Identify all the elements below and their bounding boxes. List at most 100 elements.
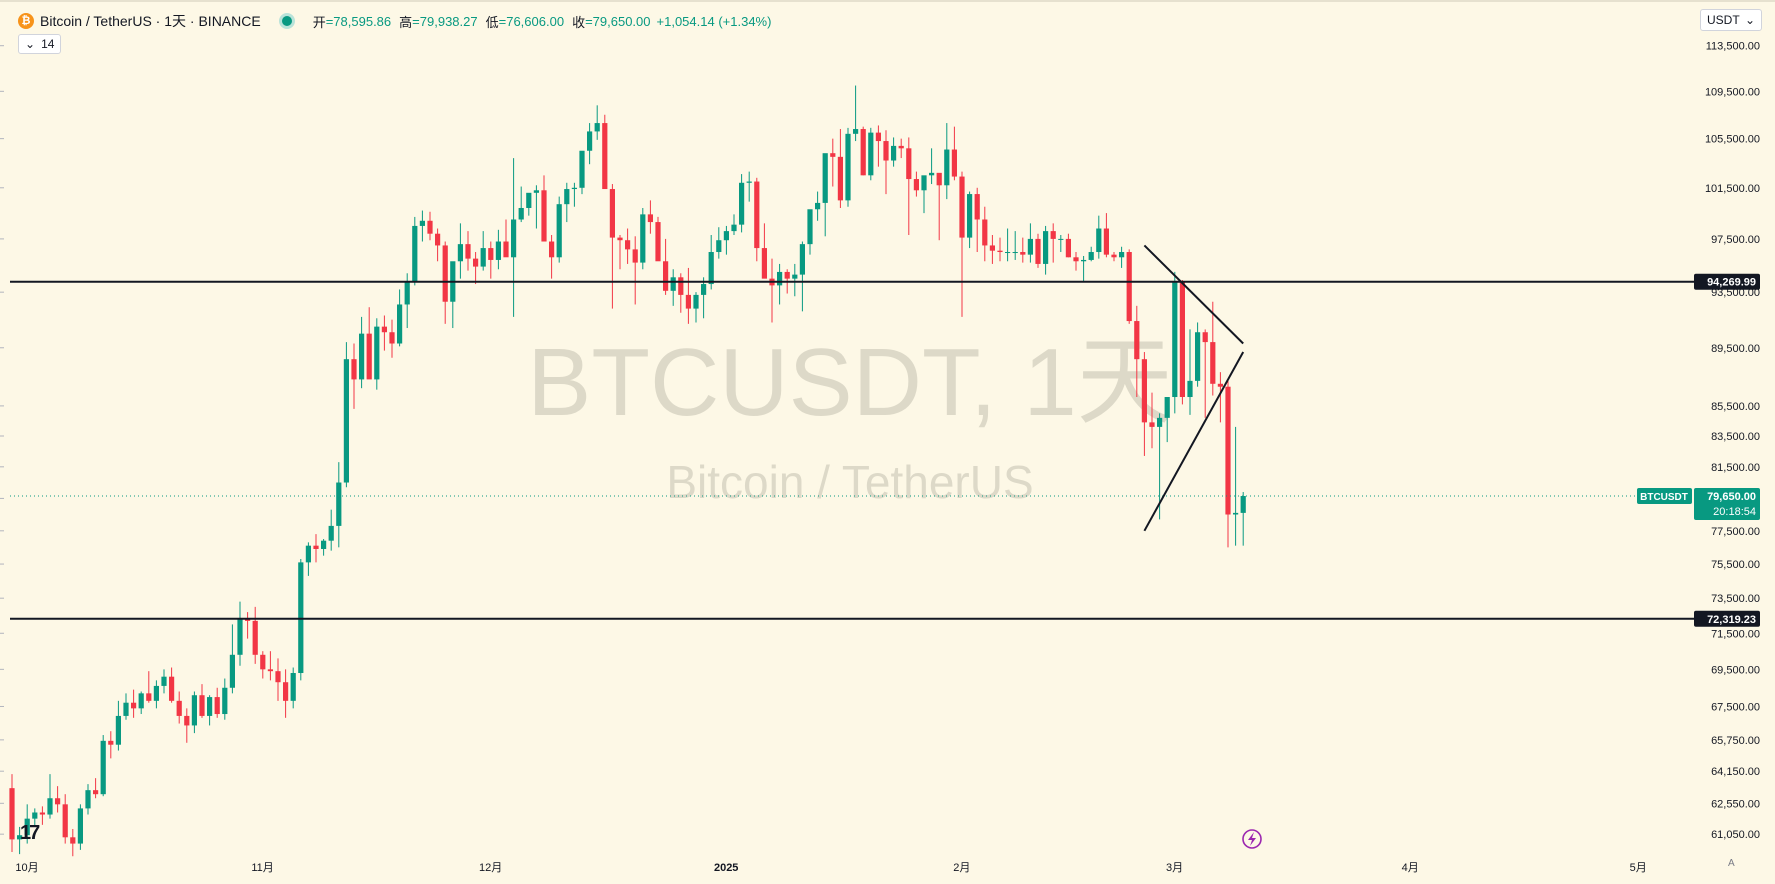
current-price-label: 79,650.00 <box>1707 491 1756 503</box>
candle <box>959 171 965 317</box>
current-price-tag-bg <box>1694 488 1760 521</box>
candle-body <box>343 359 349 483</box>
currency-select[interactable]: USDT ⌄ <box>1700 9 1762 31</box>
candle <box>921 175 927 214</box>
candle <box>815 191 821 221</box>
candle-body <box>39 812 45 815</box>
candle-body <box>526 192 532 208</box>
y-tick-label: 101,500.00 <box>1705 183 1760 195</box>
y-tick-label: 85,500.00 <box>1711 401 1760 413</box>
candle <box>1164 397 1170 443</box>
candle <box>647 200 653 234</box>
trend-line[interactable] <box>1143 351 1245 532</box>
candle-body <box>678 277 684 295</box>
indicators-toggle-button[interactable]: ⌄ 14 <box>18 34 62 54</box>
candle <box>967 191 973 249</box>
candle-body <box>723 231 729 241</box>
candle-body <box>1134 321 1140 360</box>
candle <box>457 223 463 279</box>
candle <box>1081 255 1087 282</box>
candle-body <box>313 545 319 549</box>
y-tick-label: 81,500.00 <box>1711 462 1760 474</box>
candle-body <box>1240 496 1246 513</box>
candle-body <box>587 131 593 151</box>
candle-body <box>579 150 585 188</box>
trend-line[interactable] <box>1143 244 1244 345</box>
candle <box>541 175 547 242</box>
candle-body <box>906 148 912 180</box>
candle <box>1096 215 1102 259</box>
candle-body <box>822 153 828 203</box>
candle-body <box>564 189 570 205</box>
candle-body <box>381 326 387 333</box>
drawings[interactable] <box>10 244 1694 620</box>
candle <box>184 708 190 743</box>
candle <box>1103 213 1109 258</box>
x-tick-label: 5月 <box>1630 862 1647 874</box>
candle-body <box>1073 257 1079 262</box>
candle <box>526 192 532 216</box>
candle-body <box>1111 254 1117 258</box>
candle-body <box>701 284 707 295</box>
candle-body <box>77 808 83 844</box>
candle <box>670 269 676 306</box>
candle <box>1043 225 1049 275</box>
candle <box>480 231 486 271</box>
candle <box>495 229 501 270</box>
candle <box>609 184 615 309</box>
countdown-label: 20:18:54 <box>1713 506 1756 518</box>
y-tick-label: 97,500.00 <box>1711 234 1760 246</box>
candle <box>693 292 699 323</box>
symbol-legend[interactable]: ₿ Bitcoin / TetherUS · 1天 · BINANCE 开 =78… <box>18 10 771 32</box>
candle-body <box>328 525 334 541</box>
symbol-title[interactable]: Bitcoin / TetherUS · 1天 · BINANCE <box>40 13 261 29</box>
candle-body <box>435 233 441 246</box>
candle-body <box>1233 512 1239 515</box>
candle-body <box>366 333 372 380</box>
candle-body <box>663 261 669 291</box>
candle <box>85 784 91 815</box>
candle <box>533 185 539 229</box>
candle <box>1225 380 1231 548</box>
candle <box>93 778 99 799</box>
high-value: =79,938.27 <box>412 13 478 29</box>
candle-body <box>17 835 23 840</box>
tradingview-logo-icon[interactable]: 17 <box>20 822 40 844</box>
candle-body <box>1164 397 1170 418</box>
close-value: =79,650.00 <box>585 13 651 29</box>
candle <box>1172 271 1178 414</box>
candle <box>275 658 281 701</box>
candle-body <box>655 222 661 262</box>
low-label: 低 <box>485 14 499 30</box>
candle <box>655 216 661 262</box>
candle <box>640 207 646 270</box>
candle <box>62 794 68 844</box>
candle <box>906 137 912 236</box>
current-symbol-label: BTCUSDT <box>1640 492 1688 503</box>
candle-body <box>169 676 175 701</box>
candle <box>381 315 387 351</box>
auto-scale-button[interactable]: A <box>1728 858 1735 869</box>
candle-body <box>1202 332 1208 343</box>
candle-body <box>739 182 745 225</box>
candle-body <box>473 258 479 267</box>
candle-body <box>1126 252 1132 322</box>
candle <box>989 235 995 264</box>
candle <box>632 236 638 305</box>
y-tick-label: 65,750.00 <box>1711 735 1760 747</box>
candle <box>974 187 980 253</box>
lightning-icon[interactable] <box>1242 829 1262 849</box>
candle-body <box>716 240 722 253</box>
candle <box>571 182 577 207</box>
candle <box>792 263 798 297</box>
candle <box>389 319 395 358</box>
candle <box>237 601 243 666</box>
candle-body <box>830 153 836 157</box>
candle-body <box>594 123 600 132</box>
candle <box>936 172 942 241</box>
time-axis[interactable]: 10月 11月 12月 2025 2月 3月 4月 5月 <box>15 862 1646 874</box>
candle <box>1141 352 1147 456</box>
candle <box>1217 372 1223 423</box>
